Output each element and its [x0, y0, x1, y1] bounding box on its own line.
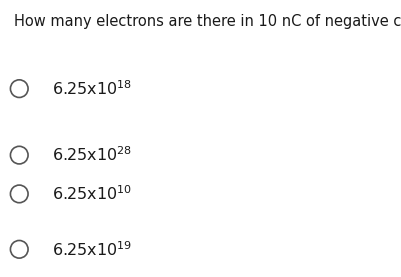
- Text: 6.25x10$^{18}$: 6.25x10$^{18}$: [52, 79, 132, 98]
- Text: How many electrons are there in 10 nC of negative charge?: How many electrons are there in 10 nC of…: [14, 14, 401, 29]
- Text: 6.25x10$^{19}$: 6.25x10$^{19}$: [52, 240, 132, 259]
- Text: 6.25x10$^{28}$: 6.25x10$^{28}$: [52, 146, 132, 165]
- Text: 6.25x10$^{10}$: 6.25x10$^{10}$: [52, 184, 132, 203]
